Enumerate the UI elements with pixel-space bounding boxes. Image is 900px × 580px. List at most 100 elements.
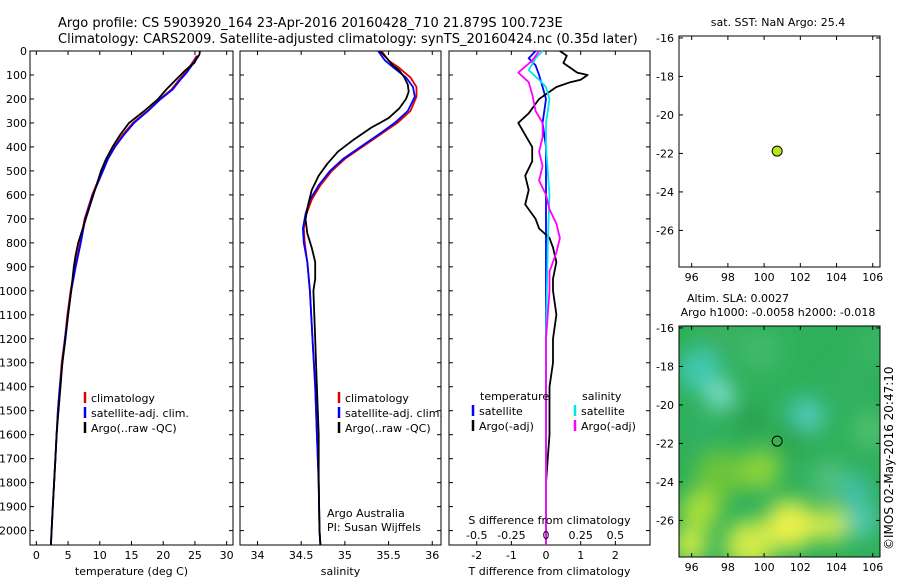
sla_map-ytick-label: -16 [656,322,674,335]
sst-map-title: sat. SST: NaN Argo: 25.4 [711,16,845,29]
difference-top-tick-label: -0.5 [466,529,487,542]
sla-blob [740,450,780,490]
sla-blob [842,502,878,538]
legend-label: Argo(-adj) [479,420,534,433]
temperature-panel: 0 5 10 15 20 25 300100200300400500600700800900… [0,45,234,578]
legend-label: satellite [479,405,523,418]
depth-tick-label: 1500 [0,405,27,418]
sla-blob [679,348,722,392]
salinity-xtick-label: 36 [425,549,439,562]
difference-top-xlabel: S difference from climatology [468,514,631,527]
sst_map-xtick-label: 102 [790,271,811,284]
sla-blob [700,326,740,355]
sla_map-xtick-label: 96 [685,561,699,574]
depth-tick-label: 0 [20,45,27,58]
difference-xtick-label: -2 [471,549,482,562]
temperature-xlabel: temperature (deg C) [75,565,188,578]
sst_map-xtick-label: 106 [862,271,883,284]
sst_map-xtick-label: 100 [754,271,775,284]
salinity-xlabel: salinity [321,565,361,578]
sla_map-ytick-label: -24 [656,476,674,489]
sla-blob [679,527,708,557]
sla-blob [706,381,734,409]
sla-blob [686,416,714,444]
sla-blob [857,327,880,363]
sla_map-ytick-label: -18 [656,360,674,373]
difference-xlabel: T difference from climatology [468,565,631,578]
legend-label: climatology [91,392,155,405]
sst_map-xtick-label: 98 [721,271,735,284]
difference-xtick-label: 0 [543,549,550,562]
legend-label: satellite-adj. clim. [345,407,443,420]
temperature-xtick-label: 0 [33,549,40,562]
depth-tick-label: 100 [6,69,27,82]
difference-xtick-label: -1 [506,549,517,562]
sla_map-xtick-label: 98 [721,561,735,574]
sst_map-ytick-label: -20 [656,109,674,122]
sst_map-ytick-label: -24 [656,186,674,199]
credit-org: Argo Australia [327,507,405,520]
difference-series-sat_salinity [527,50,551,545]
temperature-xtick-label: 15 [125,549,139,562]
credit-pi: PI: Susan Wijffels [327,521,421,534]
depth-tick-label: 1600 [0,429,27,442]
sla-blob [839,474,871,506]
salinity-xtick-label: 35.5 [376,549,401,562]
difference-series-argo_salinity_diff [517,50,561,545]
sla-blob [734,404,766,436]
depth-tick-label: 2000 [0,525,27,538]
salinity-frame [239,50,442,546]
sla-field-blobs [679,326,880,557]
salinity-series-satellite [301,50,416,546]
depth-tick-label: 300 [6,117,27,130]
sla_map-ytick-label: -22 [656,437,674,450]
sst_map-xtick-label: 96 [685,271,699,284]
sla_map-xtick-label: 106 [862,561,883,574]
difference-legend-heading: temperature [480,390,549,403]
sla-blob [772,422,808,458]
salinity-xtick-label: 34.5 [289,549,314,562]
difference-xtick-label: 2 [612,549,619,562]
depth-tick-label: 1900 [0,501,27,514]
sla_map-xtick-label: 102 [790,561,811,574]
sla-map-panel: 96 98 100 102 104 106 -16 -18 -20 -22 -24 -26 Altim.… [656,292,883,574]
difference-panel: -2 -1 0 1 2 T difference from climatology -0.5… [448,50,651,578]
depth-tick-label: 400 [6,141,27,154]
depth-tick-label: 1800 [0,477,27,490]
temperature-xtick-label: 5 [65,549,72,562]
figure-title-line1: Argo profile: CS 5903920_164 23-Apr-2016… [58,16,563,31]
legend-label: satellite-adj. clim. [91,407,189,420]
sla-blob [680,490,720,530]
depth-tick-label: 900 [6,261,27,274]
temperature-series-argo [50,50,201,546]
depth-tick-label: 1700 [0,453,27,466]
sla_map-frame [678,325,881,558]
sla-title-line1: Altim. SLA: 0.0027 [687,292,789,305]
sla-blob [738,328,782,372]
timestamp-stamp: ©IMOS 02-May-2016 20:47:10 [882,366,896,550]
sla-blob [812,507,848,543]
legend-label: satellite [581,405,625,418]
depth-tick-label: 700 [6,213,27,226]
salinity-xtick-label: 34 [250,549,264,562]
difference-legend-heading: salinity [582,390,622,403]
sst_map-ytick-label: -26 [656,224,674,237]
sst_map-ytick-label: -18 [656,70,674,83]
legend-label: Argo(..raw -QC) [91,422,177,435]
float-position-marker [771,145,783,157]
difference-series-argo [517,50,589,545]
salinity-panel: 34 34.5 35 35.5 36 salinity climatology satelli… [239,50,443,578]
sst_map-ytick-label: -16 [656,32,674,45]
depth-tick-label: 200 [6,93,27,106]
sst-map-panel: 96 98 100 102 104 106 -16 -18 -20 -22 -24 -26 sat. S… [656,16,883,284]
depth-tick-label: 1300 [0,357,27,370]
depth-tick-label: 1000 [0,285,27,298]
sla-blob [825,360,875,410]
difference-top-tick-label: 0.5 [607,529,625,542]
salinity-series-climatology [302,50,418,546]
legend-label: climatology [345,392,409,405]
figure-title-line2: Climatology: CARS2009. Satellite-adjuste… [58,32,638,47]
difference-xtick-label: 1 [577,549,584,562]
depth-tick-label: 800 [6,237,27,250]
